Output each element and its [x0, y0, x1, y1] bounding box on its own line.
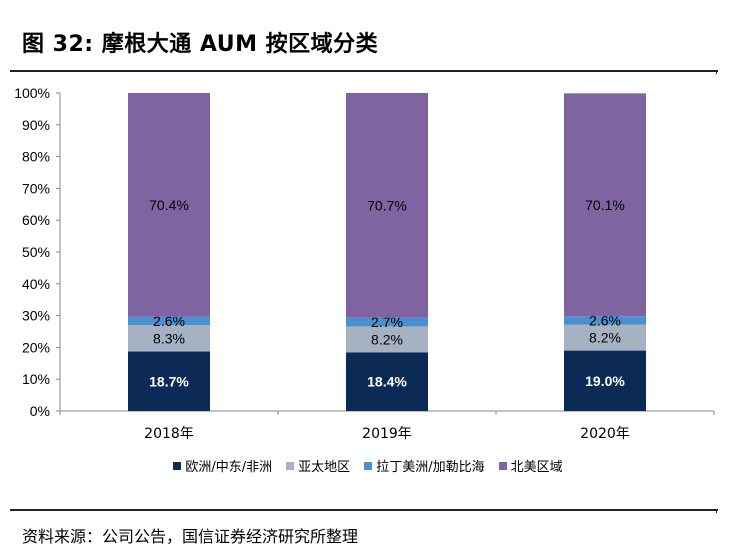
legend-label: 北美区域 — [510, 460, 563, 475]
bar-segment — [128, 93, 210, 317]
data-label: 70.7% — [367, 197, 407, 213]
data-label: 8.3% — [153, 330, 185, 346]
bar-segment — [346, 317, 428, 327]
bar-segment — [128, 351, 210, 411]
y-tick-label: 50% — [22, 244, 50, 260]
legend-item: 欧洲/中东/非洲 — [173, 456, 272, 475]
y-tick-label: 80% — [22, 149, 50, 165]
y-tick-label: 90% — [22, 117, 50, 133]
data-label: 70.4% — [149, 197, 189, 213]
y-tick-label: 0% — [30, 403, 50, 419]
bottom-rule — [10, 509, 718, 511]
data-label: 2.6% — [589, 312, 621, 328]
bar-segment — [564, 324, 646, 351]
bar-segment — [346, 352, 428, 411]
legend-swatch — [498, 461, 507, 470]
y-tick-label: 40% — [22, 276, 50, 292]
bar-segment — [564, 316, 646, 325]
legend-item: 拉丁美洲/加勒比海 — [364, 456, 485, 475]
legend-label: 拉丁美洲/加勒比海 — [376, 460, 485, 475]
data-label: 8.2% — [589, 330, 621, 346]
bar-segment — [128, 325, 210, 352]
y-tick-label: 70% — [22, 180, 50, 196]
chart-title: 图 32: 摩根大通 AUM 按区域分类 — [22, 32, 379, 57]
legend-swatch — [173, 461, 182, 470]
y-tick-label: 10% — [22, 371, 50, 387]
bar-segment — [346, 93, 428, 318]
data-label: 70.1% — [585, 197, 625, 213]
x-tick-label: 2019年 — [362, 426, 412, 442]
source-note: 资料来源：公司公告，国信证券经济研究所整理 — [22, 527, 359, 546]
data-label: 18.4% — [367, 374, 407, 390]
y-tick-label: 20% — [22, 339, 50, 355]
x-tick-label: 2020年 — [580, 426, 630, 442]
bar-segment — [564, 93, 646, 317]
x-tick-label: 2018年 — [144, 426, 194, 442]
y-tick-label: 100% — [14, 85, 50, 101]
legend-item: 亚太地区 — [286, 456, 350, 475]
legend-swatch — [286, 461, 295, 470]
legend-item: 北美区域 — [498, 456, 563, 475]
legend: 欧洲/中东/非洲 亚太地区 拉丁美洲/加勒比海 北美区域 — [0, 456, 736, 475]
data-label: 2.7% — [371, 314, 403, 330]
rule-end-mark-bottom — [716, 510, 717, 513]
data-label: 18.7% — [149, 373, 189, 389]
legend-swatch — [364, 461, 373, 470]
data-label: 2.6% — [153, 313, 185, 329]
data-label: 19.0% — [585, 373, 625, 389]
y-tick-label: 60% — [22, 212, 50, 228]
bar-segment — [564, 350, 646, 411]
rule-end-mark — [716, 71, 717, 74]
bar-segment — [128, 316, 210, 326]
legend-label: 亚太地区 — [298, 460, 351, 475]
data-label: 8.2% — [371, 331, 403, 347]
top-rule — [10, 70, 718, 72]
legend-label: 欧洲/中东/非洲 — [185, 460, 273, 475]
bar-segment — [346, 326, 428, 353]
y-tick-label: 30% — [22, 308, 50, 324]
